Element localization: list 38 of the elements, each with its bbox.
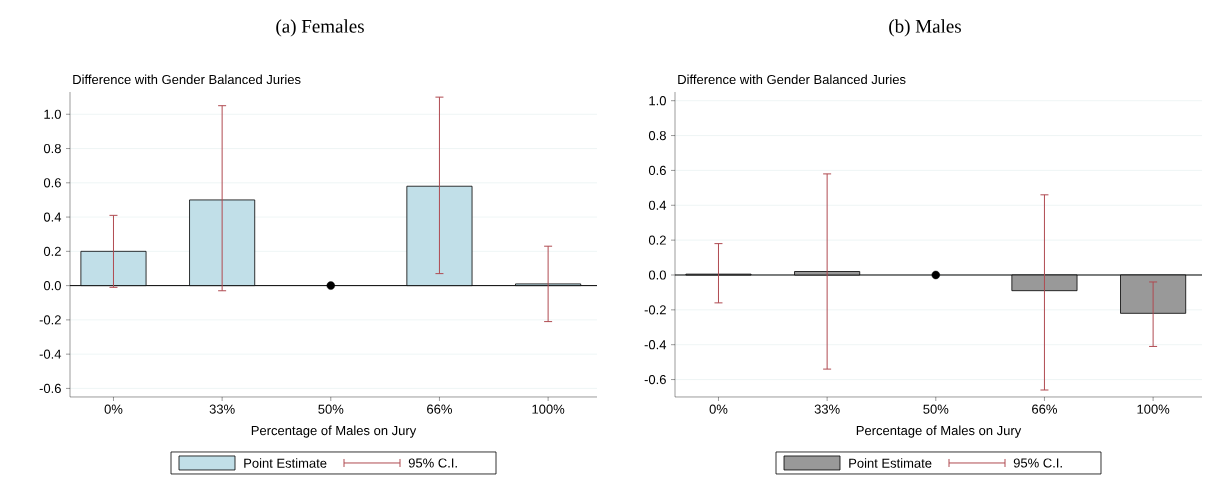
legend-label: Point Estimate — [849, 458, 932, 468]
x-tick-label: 66% — [1032, 404, 1057, 414]
text: 95% C.I. — [1013, 458, 1062, 468]
x-tick-label: 66% — [427, 404, 452, 414]
x-tick-label: 100% — [1137, 404, 1170, 414]
y-tick-label: -0.6 — [644, 374, 666, 385]
x-tick-label: 100% — [532, 404, 565, 414]
y-tick-label: 0.6 — [648, 165, 666, 176]
x-tick-label: 33% — [209, 404, 235, 414]
text: 95% C.I. — [408, 458, 457, 468]
chart-subtitle: Difference with Gender Balanced Juries — [73, 74, 301, 85]
y-tick-label: 0.2 — [648, 235, 666, 245]
y-tick-label: 0.6 — [43, 178, 61, 188]
y-tick-label: -0.6 — [39, 383, 61, 394]
x-tick-label: 33% — [814, 404, 840, 414]
x-tick-label: 50% — [923, 404, 949, 414]
x-tick-label: 50% — [318, 404, 344, 414]
x-tick-label: 0% — [104, 404, 123, 414]
y-tick-label: -0.2 — [39, 315, 61, 325]
x-axis-title: Percentage of Males on Jury — [856, 425, 1022, 438]
y-tick-label: -0.4 — [644, 340, 667, 350]
y-tick-label: 0.0 — [43, 281, 61, 291]
chart-title: (a) Females — [276, 19, 364, 37]
x-tick-label: 0% — [709, 404, 728, 414]
y-tick-label: 0.4 — [43, 212, 62, 222]
chart-title: (b) Males — [889, 19, 961, 37]
legend-label: Point Estimate — [244, 458, 327, 468]
x-axis-title: Percentage of Males on Jury — [251, 425, 417, 438]
y-tick-label: 1.0 — [649, 96, 666, 106]
y-tick-label: 0.2 — [43, 246, 61, 256]
y-tick-label: -0.2 — [644, 305, 666, 315]
chart-subtitle: Difference with Gender Balanced Juries — [678, 74, 906, 85]
y-tick-label: 1.0 — [44, 109, 61, 119]
y-tick-label: 0.8 — [648, 130, 666, 141]
y-tick-label: -0.4 — [39, 349, 62, 359]
y-tick-label: 0.4 — [648, 200, 667, 210]
y-tick-label: 0.8 — [43, 143, 61, 154]
y-tick-label: 0.0 — [648, 270, 666, 280]
